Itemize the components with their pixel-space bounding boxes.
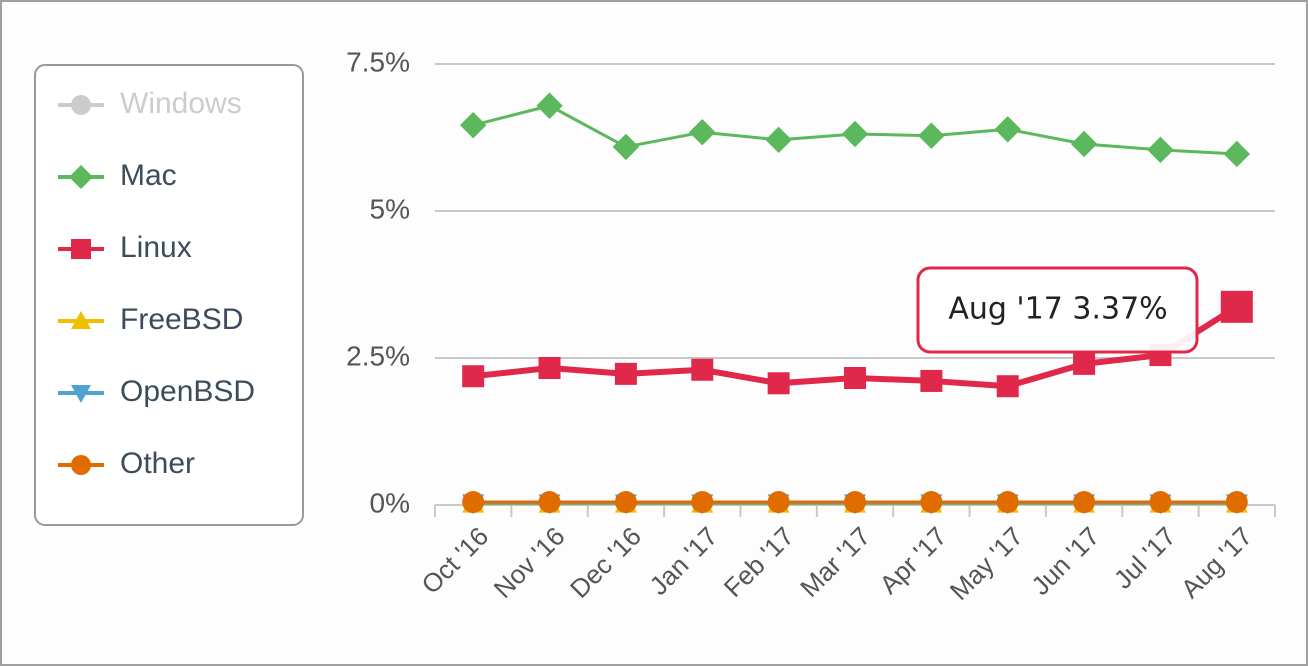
marker	[691, 491, 714, 514]
marker	[1073, 491, 1096, 514]
marker	[538, 491, 561, 514]
tooltip-text: Aug '17 3.37%	[948, 292, 1167, 327]
marker	[1073, 352, 1096, 375]
marker	[920, 491, 943, 514]
marker	[71, 95, 91, 115]
marker	[994, 116, 1021, 143]
marker	[1149, 491, 1172, 514]
marker	[767, 491, 790, 514]
legend-label: FreeBSD	[120, 303, 243, 336]
legend-label: Mac	[120, 159, 177, 192]
marker	[841, 120, 869, 148]
legend-label: Other	[120, 447, 195, 480]
marker	[1220, 290, 1253, 323]
marker	[844, 366, 866, 389]
marker	[614, 491, 637, 514]
marker	[1225, 491, 1248, 514]
marker	[459, 111, 487, 139]
marker	[71, 311, 91, 329]
marker	[767, 372, 790, 395]
marker	[996, 491, 1019, 514]
marker	[71, 385, 91, 403]
marker	[69, 165, 93, 189]
marker	[612, 133, 640, 161]
marker	[765, 126, 792, 154]
marker	[844, 491, 866, 514]
legend-box	[34, 64, 304, 526]
marker	[71, 455, 91, 475]
y-tick-label: 7.5%	[346, 46, 410, 77]
tooltip-box	[916, 266, 1199, 354]
marker	[462, 491, 485, 514]
marker	[614, 362, 637, 385]
marker	[689, 119, 716, 146]
y-tick-label: 0%	[370, 487, 410, 518]
marker	[996, 375, 1019, 398]
legend-label: Windows	[120, 87, 242, 120]
marker	[538, 356, 561, 379]
legend-label: Linux	[120, 231, 192, 264]
marker	[71, 239, 91, 259]
y-tick-label: 2.5%	[346, 340, 410, 371]
legend-label: OpenBSD	[120, 375, 255, 408]
marker	[1223, 140, 1251, 168]
marker	[691, 358, 714, 381]
marker	[1147, 136, 1174, 164]
marker	[462, 365, 485, 388]
marker	[918, 122, 945, 149]
y-tick-label: 5%	[370, 193, 410, 224]
marker	[920, 369, 943, 392]
marker	[1070, 130, 1098, 158]
marker	[536, 92, 563, 119]
